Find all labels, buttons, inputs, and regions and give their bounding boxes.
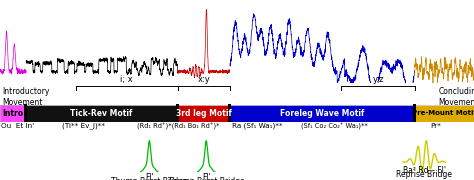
Bar — [25, 105, 178, 122]
Bar — [24, 104, 27, 122]
Text: Concluding
Movement: Concluding Movement — [438, 87, 474, 107]
Bar — [228, 104, 231, 122]
Text: Reprise Bridge: Reprise Bridge — [396, 170, 452, 179]
Text: Pre-Mount Motif: Pre-Mount Motif — [412, 110, 474, 116]
Text: Tick-Rev Motif: Tick-Rev Motif — [70, 109, 133, 118]
Bar — [178, 105, 230, 122]
Text: Fl': Fl' — [202, 173, 210, 180]
Text: Thump Burst Bridge: Thump Burst Bridge — [111, 177, 188, 180]
Text: y:z: y:z — [372, 75, 384, 84]
Text: 3rd leg Motif: 3rd leg Motif — [176, 109, 232, 118]
Bar — [230, 105, 415, 122]
Text: Thump Burst Bridge: Thump Burst Bridge — [168, 177, 245, 180]
Text: Fl': Fl' — [145, 173, 154, 180]
Text: i; x: i; x — [120, 75, 133, 84]
Bar — [176, 104, 179, 122]
Text: Ba² Rd – Fl': Ba² Rd – Fl' — [403, 166, 446, 175]
Bar — [413, 104, 416, 122]
Bar — [0, 105, 25, 122]
Text: Foreleg Wave Motif: Foreleg Wave Motif — [280, 109, 365, 118]
Text: Pr*: Pr* — [430, 123, 441, 129]
Text: (Sf₁ Co₂ Co₂⁺ Wa₁)**: (Sf₁ Co₂ Co₂⁺ Wa₁)** — [301, 122, 368, 130]
Text: (Rd₁ Rd⁺)*(Rd₁ Bo₁ Rd⁺)*: (Rd₁ Rd⁺)*(Rd₁ Bo₁ Rd⁺)* — [137, 122, 220, 130]
Text: x:y: x:y — [198, 75, 210, 84]
Text: Ra (Sf₁ Wa₁)**: Ra (Sf₁ Wa₁)** — [232, 123, 283, 129]
Text: Intro: Intro — [2, 109, 23, 118]
Text: Introductory
Movement: Introductory Movement — [2, 87, 50, 107]
Text: (Ti** Ev_j)**: (Ti** Ev_j)** — [62, 123, 105, 129]
Text: Ou  Et In': Ou Et In' — [1, 123, 34, 129]
Bar — [415, 105, 474, 122]
